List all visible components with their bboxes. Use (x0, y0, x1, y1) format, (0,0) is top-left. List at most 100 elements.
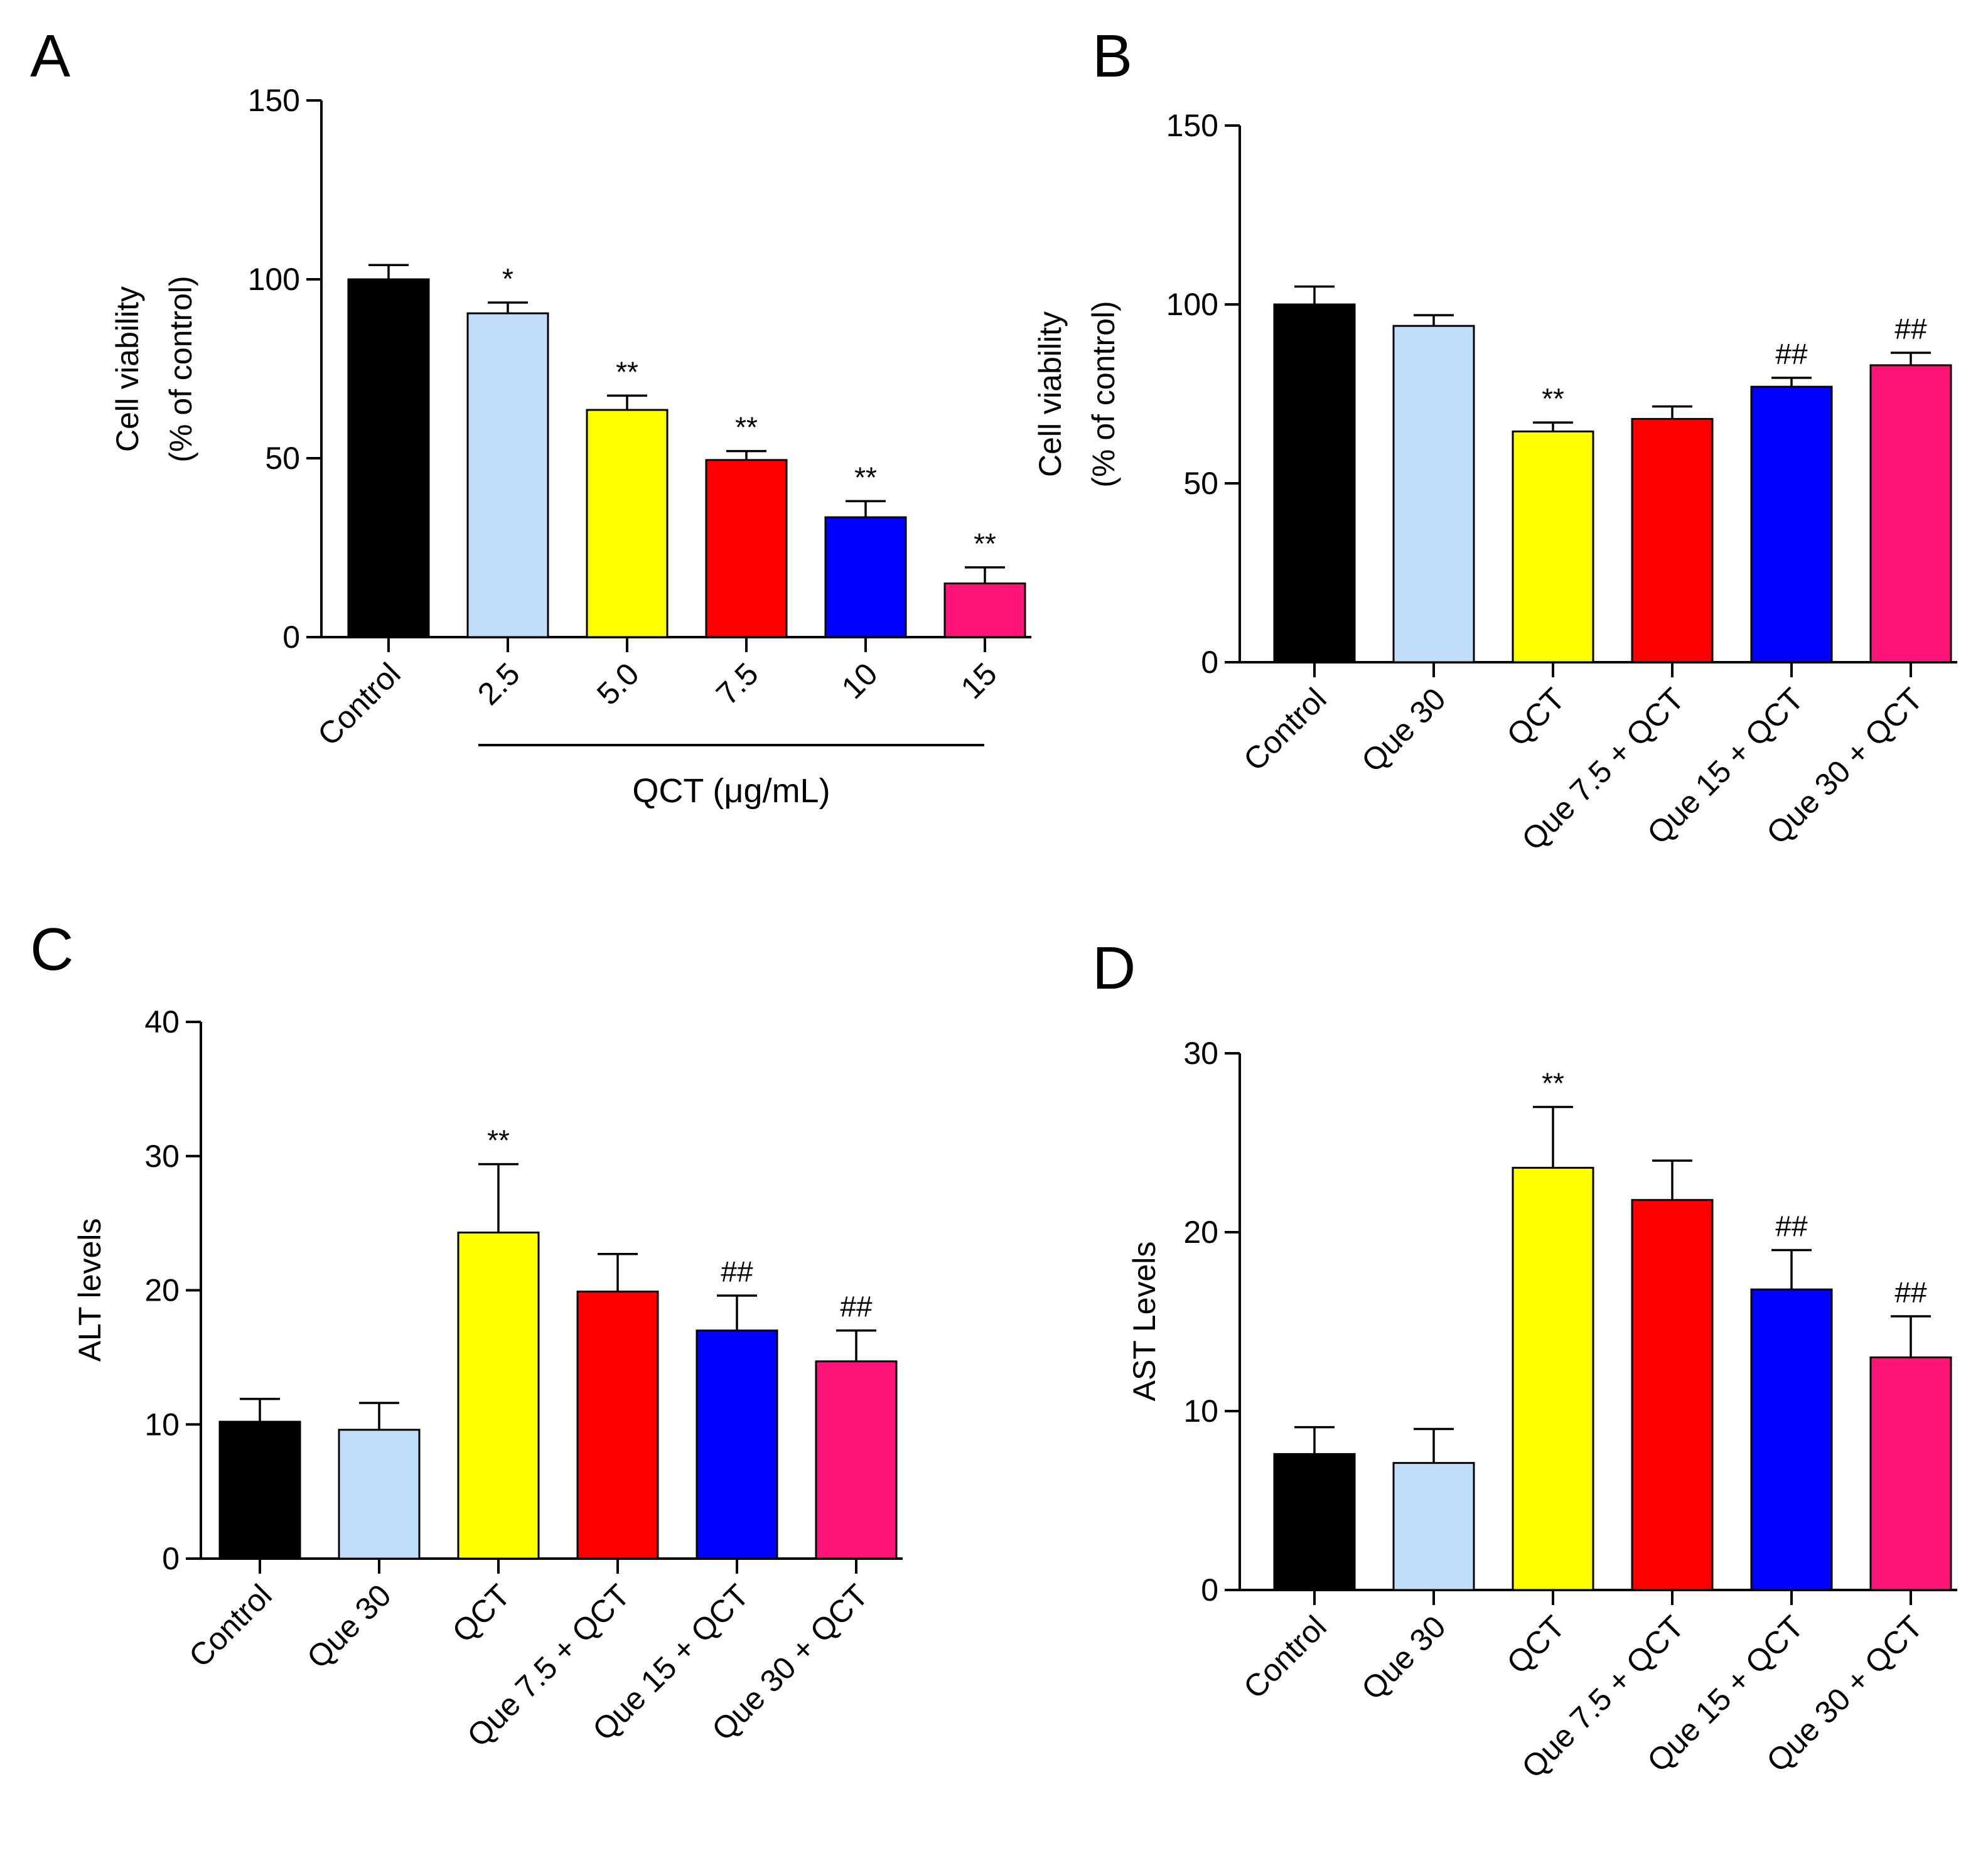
category-label-a-5: 15 (954, 656, 1004, 706)
error-bar-d-3 (1652, 1159, 1692, 1200)
panel-a: A 0 50 100 150 Cell viability (% of control) Co… (30, 23, 1031, 810)
y-axis-title-a: Cell viability (110, 286, 145, 452)
error-bar-d-0 (1294, 1426, 1335, 1454)
error-bar-b-3 (1652, 405, 1692, 419)
error-bar-b-0 (1294, 285, 1335, 304)
y-tick-label-d: 20 (1183, 1215, 1218, 1250)
error-bar-b-2 (1533, 421, 1573, 432)
significance-label-d-2: ** (1542, 1067, 1564, 1100)
significance-label-a-4: ** (854, 461, 877, 493)
error-bar-a-3 (726, 449, 766, 460)
bar-d-2 (1512, 1166, 1594, 1591)
significance-label-b-5: ## (1894, 313, 1927, 345)
category-label-b-2: QCT (1500, 681, 1572, 753)
error-bar-a-4 (846, 500, 886, 518)
panel-letter-c: C (30, 916, 73, 983)
panel-b: B 0 50 100 150 Cell viability (% of control) Co… (1033, 23, 1957, 857)
category-label-d-1: Que 30 (1355, 1609, 1453, 1707)
y-tick-label-c: 0 (162, 1541, 180, 1576)
y-tick-label-d: 30 (1183, 1036, 1218, 1071)
error-bar-c-0 (240, 1397, 280, 1422)
group-label: QCT (μg/mL) (632, 772, 830, 810)
category-label-a-0: Control (311, 656, 407, 753)
y-tick-label-b: 100 (1166, 287, 1218, 322)
error-bar-b-5 (1891, 352, 1931, 365)
y-tick-label-c: 20 (144, 1273, 180, 1308)
panel-letter-a: A (30, 23, 70, 90)
bar-c-2 (457, 1232, 540, 1560)
error-bar-b-1 (1414, 314, 1454, 326)
bar-c-3 (576, 1291, 659, 1560)
error-bar-b-4 (1771, 377, 1812, 387)
bar-d-3 (1631, 1199, 1714, 1591)
significance-label-a-1: * (502, 262, 513, 295)
bar-c-1 (338, 1429, 421, 1560)
category-label-a-3: 7.5 (709, 656, 765, 712)
y-tick-label-a: 100 (248, 262, 300, 297)
category-label-b-0: Control (1237, 681, 1333, 778)
y-tick-label-b: 150 (1166, 108, 1218, 143)
y-tick-label-b: 0 (1201, 645, 1218, 680)
significance-label-b-4: ## (1775, 338, 1808, 370)
bar-b-2 (1512, 430, 1594, 663)
panel-letter-b: B (1092, 23, 1132, 90)
bar-d-1 (1392, 1462, 1475, 1591)
y-tick-label-c: 30 (144, 1139, 180, 1174)
bar-b-4 (1750, 385, 1833, 663)
category-label-a-2: 5.0 (590, 656, 646, 712)
error-bar-c-5 (836, 1329, 876, 1362)
y-axis-title-b: (% of control) (1086, 301, 1121, 487)
significance-label-a-2: ** (616, 355, 638, 388)
bar-b-1 (1392, 325, 1475, 663)
error-bar-c-4 (717, 1294, 757, 1331)
bar-b-0 (1273, 303, 1356, 663)
bar-a-4 (824, 516, 907, 638)
error-bar-a-0 (368, 264, 409, 279)
significance-label-c-4: ## (721, 1255, 753, 1288)
bar-c-0 (218, 1421, 301, 1560)
y-tick-label-a: 50 (265, 441, 300, 476)
bar-a-1 (466, 312, 549, 638)
y-axis-title-a: (% of control) (163, 276, 198, 462)
error-bar-d-2 (1533, 1105, 1573, 1168)
y-axis-title-c: ALT levels (72, 1218, 107, 1362)
category-label-c-2: QCT (446, 1577, 517, 1649)
error-bar-a-1 (488, 301, 528, 314)
error-bar-d-1 (1414, 1427, 1454, 1463)
bar-a-5 (943, 583, 1026, 638)
y-tick-label-a: 150 (248, 83, 300, 118)
bar-a-0 (347, 278, 430, 638)
bar-d-0 (1273, 1453, 1356, 1591)
error-bar-c-1 (359, 1402, 399, 1430)
panel-letter-d: D (1092, 935, 1136, 1002)
significance-label-d-5: ## (1894, 1276, 1927, 1309)
error-bar-a-2 (607, 394, 647, 411)
bar-d-5 (1869, 1356, 1952, 1591)
error-bar-a-5 (965, 566, 1005, 584)
significance-label-c-2: ** (487, 1124, 510, 1157)
y-tick-label-b: 50 (1183, 466, 1218, 501)
error-bar-c-2 (478, 1163, 518, 1233)
category-label-d-0: Control (1237, 1609, 1333, 1705)
error-bar-d-5 (1891, 1315, 1931, 1358)
y-axis-title-b: Cell viability (1033, 311, 1068, 477)
bar-a-2 (586, 409, 669, 638)
category-label-b-1: Que 30 (1355, 681, 1453, 779)
bar-c-4 (696, 1329, 778, 1560)
y-tick-label-c: 40 (144, 1004, 180, 1039)
y-axis-title-d: AST Levels (1127, 1242, 1162, 1402)
significance-label-b-2: ** (1542, 382, 1564, 415)
significance-label-a-5: ** (974, 527, 996, 560)
y-tick-label-a: 0 (282, 620, 300, 655)
error-bar-d-4 (1771, 1249, 1812, 1290)
category-label-d-2: QCT (1500, 1609, 1572, 1680)
bar-d-4 (1750, 1288, 1833, 1591)
category-label-c-0: Control (182, 1577, 279, 1674)
bar-b-5 (1869, 364, 1952, 663)
significance-label-d-4: ## (1775, 1210, 1808, 1243)
category-label-a-4: 10 (835, 656, 884, 706)
bar-b-3 (1631, 417, 1714, 663)
significance-label-c-5: ## (840, 1291, 873, 1323)
